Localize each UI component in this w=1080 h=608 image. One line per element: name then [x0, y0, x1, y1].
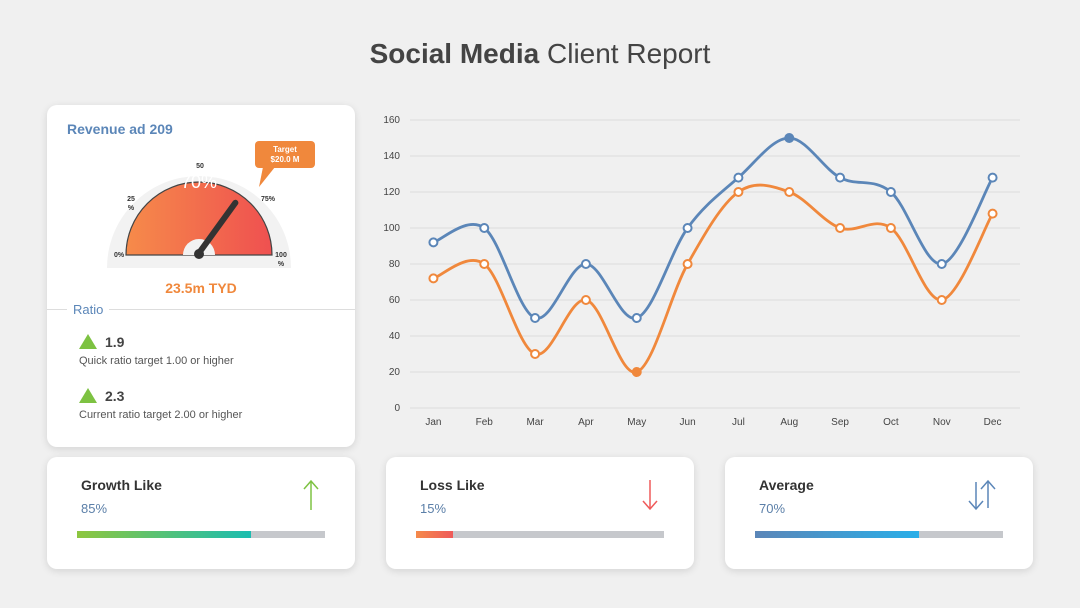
y-tick-label: 80 [389, 259, 401, 270]
gauge-needle-pivot [194, 249, 204, 259]
gauge-tick-75: 75% [261, 196, 276, 203]
data-point [987, 172, 998, 183]
progress-track [755, 531, 1003, 538]
gauge-tick-25: 25 [127, 196, 135, 203]
stat-title: Growth Like [81, 477, 162, 493]
ratio-item-quick: 1.9 Quick ratio target 1.00 or higher [79, 333, 234, 367]
progress-fill [77, 531, 251, 538]
ratio-value: 1.9 [105, 333, 125, 350]
data-point [885, 223, 896, 233]
x-tick-label: Jun [680, 417, 696, 428]
series-line [432, 136, 994, 320]
ratio-desc: Quick ratio target 1.00 or higher [79, 355, 234, 367]
y-tick-label: 40 [389, 331, 401, 342]
progress-track [77, 531, 325, 538]
arrows-up-down-icon [968, 479, 996, 511]
data-point [835, 172, 846, 183]
data-point [835, 223, 846, 233]
stat-value: 70% [759, 501, 786, 516]
y-tick-label: 20 [389, 367, 401, 378]
data-point [530, 349, 541, 359]
data-point [682, 259, 693, 269]
gauge-percent-label: 70% [181, 172, 217, 192]
x-tick-label: May [627, 417, 646, 428]
target-callout: Target $20.0 M [255, 141, 315, 187]
stat-value: 85% [81, 501, 108, 516]
data-point [580, 295, 591, 305]
series-line [432, 183, 994, 374]
y-tick-label: 100 [383, 223, 400, 234]
y-tick-label: 0 [394, 403, 400, 414]
x-tick-label: Jul [732, 417, 745, 428]
data-point [733, 172, 744, 183]
x-tick-label: Nov [933, 417, 951, 428]
data-point [733, 187, 744, 197]
progress-fill [416, 531, 454, 538]
revenue-gauge-card: Revenue ad 209 70% 50 25 % 75% 0% 100 % … [47, 105, 355, 447]
stat-title: Loss Like [420, 477, 485, 493]
x-tick-label: Mar [526, 417, 544, 428]
line-chart-svg: 0 20 40 60 80 100 120 140 160 Jan Feb Mar Apr May Jun J… [383, 115, 1020, 428]
y-tick-label: 120 [383, 187, 400, 198]
growth-like-card: Growth Like 85% [47, 457, 355, 569]
data-point [936, 295, 947, 305]
y-tick-label: 140 [383, 151, 400, 162]
ratio-divider [47, 309, 355, 310]
ratio-value: 2.3 [105, 387, 125, 404]
data-point [631, 313, 642, 323]
triangle-up-icon [79, 388, 97, 404]
data-point [580, 259, 591, 269]
average-card: Average 70% [725, 457, 1033, 569]
ratio-label: Ratio [67, 302, 110, 317]
data-point [428, 273, 439, 284]
x-tick-label: Oct [883, 417, 899, 428]
data-point [631, 367, 642, 377]
y-tick-label: 60 [389, 295, 401, 306]
x-tick-label: Feb [476, 417, 494, 428]
data-point [885, 187, 896, 197]
ratio-desc: Current ratio target 2.00 or higher [79, 409, 243, 421]
data-point [682, 223, 693, 233]
data-point [530, 313, 541, 323]
gauge-card-title: Revenue ad 209 [67, 121, 173, 137]
data-point [784, 133, 795, 143]
data-point [428, 237, 439, 248]
target-callout-line2: $20.0 M [271, 155, 300, 164]
progress-fill [755, 531, 919, 538]
target-callout-line1: Target [273, 145, 297, 154]
x-tick-label: Aug [780, 417, 798, 428]
progress-track [416, 531, 664, 538]
data-point [987, 208, 998, 219]
gauge-tick-100: 100 [275, 252, 287, 259]
arrow-down-icon [642, 480, 658, 511]
gauge-tick-25-percent: % [128, 205, 135, 212]
gauge-needle [196, 199, 239, 256]
x-tick-label: Jan [425, 417, 441, 428]
data-point [479, 259, 490, 269]
x-tick-label: Dec [984, 417, 1002, 428]
gauge-tick-100-percent: % [278, 261, 285, 268]
triangle-up-icon [79, 334, 97, 350]
data-point [784, 187, 795, 197]
x-tick-label: Apr [578, 417, 594, 428]
data-point [479, 223, 490, 233]
y-tick-label: 160 [383, 115, 400, 126]
arrow-up-icon [303, 479, 319, 510]
page-title-rest: Client Report [539, 38, 711, 69]
gauge-tick-50: 50 [196, 163, 204, 170]
stat-value: 15% [420, 501, 447, 516]
ratio-item-current: 2.3 Current ratio target 2.00 or higher [79, 387, 242, 421]
loss-like-card: Loss Like 15% [386, 457, 694, 569]
gauge-graphic: 70% 50 25 % 75% 0% 100 % Target $20.0 M [107, 141, 315, 268]
gauge-value: 23.5m TYD [165, 280, 237, 296]
page-title: Social Media Client Report [0, 38, 1080, 70]
page-title-bold: Social Media [369, 38, 540, 69]
line-chart: 0 20 40 60 80 100 120 140 160 Jan Feb Mar Apr May Jun J… [375, 110, 1035, 440]
x-tick-label: Sep [831, 417, 849, 428]
data-point [936, 259, 947, 269]
gauge-tick-0: 0% [114, 252, 125, 259]
stat-title: Average [759, 477, 814, 493]
